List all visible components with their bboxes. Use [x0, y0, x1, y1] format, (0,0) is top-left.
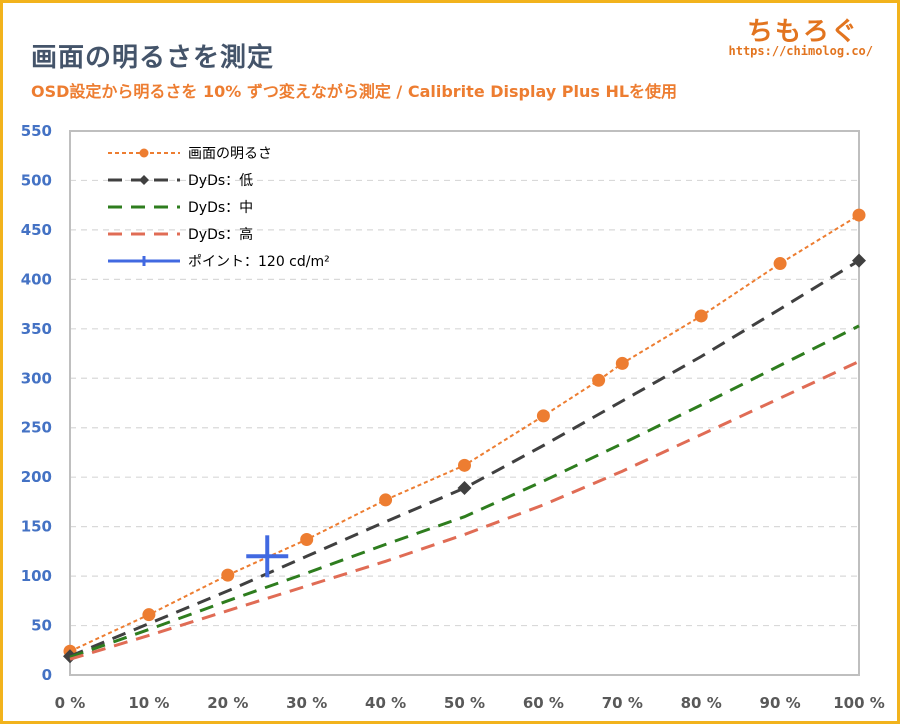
y-tick-label: 200	[21, 468, 52, 486]
plot-area-border	[69, 130, 860, 676]
x-tick-label: 70 %	[602, 694, 643, 712]
y-tick-label: 500	[21, 171, 52, 189]
y-tick-label: 250	[21, 419, 52, 437]
x-tick-label: 80 %	[681, 694, 722, 712]
x-tick-label: 0 %	[55, 694, 86, 712]
y-tick-label: 0	[42, 666, 52, 684]
legend-label-4: ポイント：120 cd/m²	[188, 254, 330, 270]
x-tick-label: 10 %	[128, 694, 169, 712]
data-point	[592, 373, 606, 387]
series-line-0	[69, 214, 860, 653]
legend-marker-1	[139, 175, 149, 185]
data-point	[694, 309, 708, 323]
data-point	[615, 356, 629, 370]
axis-ticks: 0 50 100 150 200 250 300 350 400 450 500 550 0 % 10 %…	[21, 122, 885, 712]
data-point	[300, 532, 314, 546]
data-point	[142, 608, 156, 622]
legend-label-3: DyDs：高	[188, 226, 253, 243]
series-line-1	[69, 259, 860, 658]
y-tick-label: 50	[31, 617, 52, 635]
series-line-3	[69, 360, 860, 661]
x-tick-label: 30 %	[286, 694, 327, 712]
y-tick-label: 300	[21, 369, 52, 387]
x-tick-label: 40 %	[365, 694, 406, 712]
series-lines	[63, 208, 866, 664]
brand-logo-text: ちもろぐ	[746, 17, 859, 47]
y-tick-label: 150	[21, 518, 52, 536]
data-point	[536, 409, 550, 423]
x-tick-label: 50 %	[444, 694, 485, 712]
x-tick-label: 60 %	[523, 694, 564, 712]
chart-title: 画面の明るさを測定	[31, 43, 275, 73]
y-tick-label: 350	[21, 320, 52, 338]
data-point	[379, 493, 393, 507]
legend-label-1: DyDs：低	[188, 173, 253, 189]
x-tick-label: 100 %	[833, 694, 885, 712]
data-point	[458, 458, 471, 472]
data-point	[221, 568, 235, 582]
data-point	[457, 481, 472, 496]
legend-marker-0	[139, 148, 149, 158]
y-tick-label: 450	[21, 221, 52, 239]
chart-subtitle: OSD設定から明るさを 10% ずつ変えながら測定 / Calibrite Di…	[31, 82, 678, 101]
legend-label-2: DyDs：中	[188, 200, 253, 216]
y-tick-label: 100	[21, 567, 52, 585]
y-tick-label: 550	[21, 122, 52, 140]
data-point	[852, 208, 866, 222]
y-tick-label: 400	[21, 270, 52, 288]
data-point	[773, 257, 787, 271]
legend-label-0: 画面の明るさ	[188, 146, 272, 162]
series-line-2	[69, 324, 860, 659]
x-tick-label: 20 %	[207, 694, 248, 712]
brand-url: https://chimolog.co/	[728, 44, 874, 58]
data-point	[852, 253, 866, 268]
x-tick-label: 90 %	[760, 694, 801, 712]
